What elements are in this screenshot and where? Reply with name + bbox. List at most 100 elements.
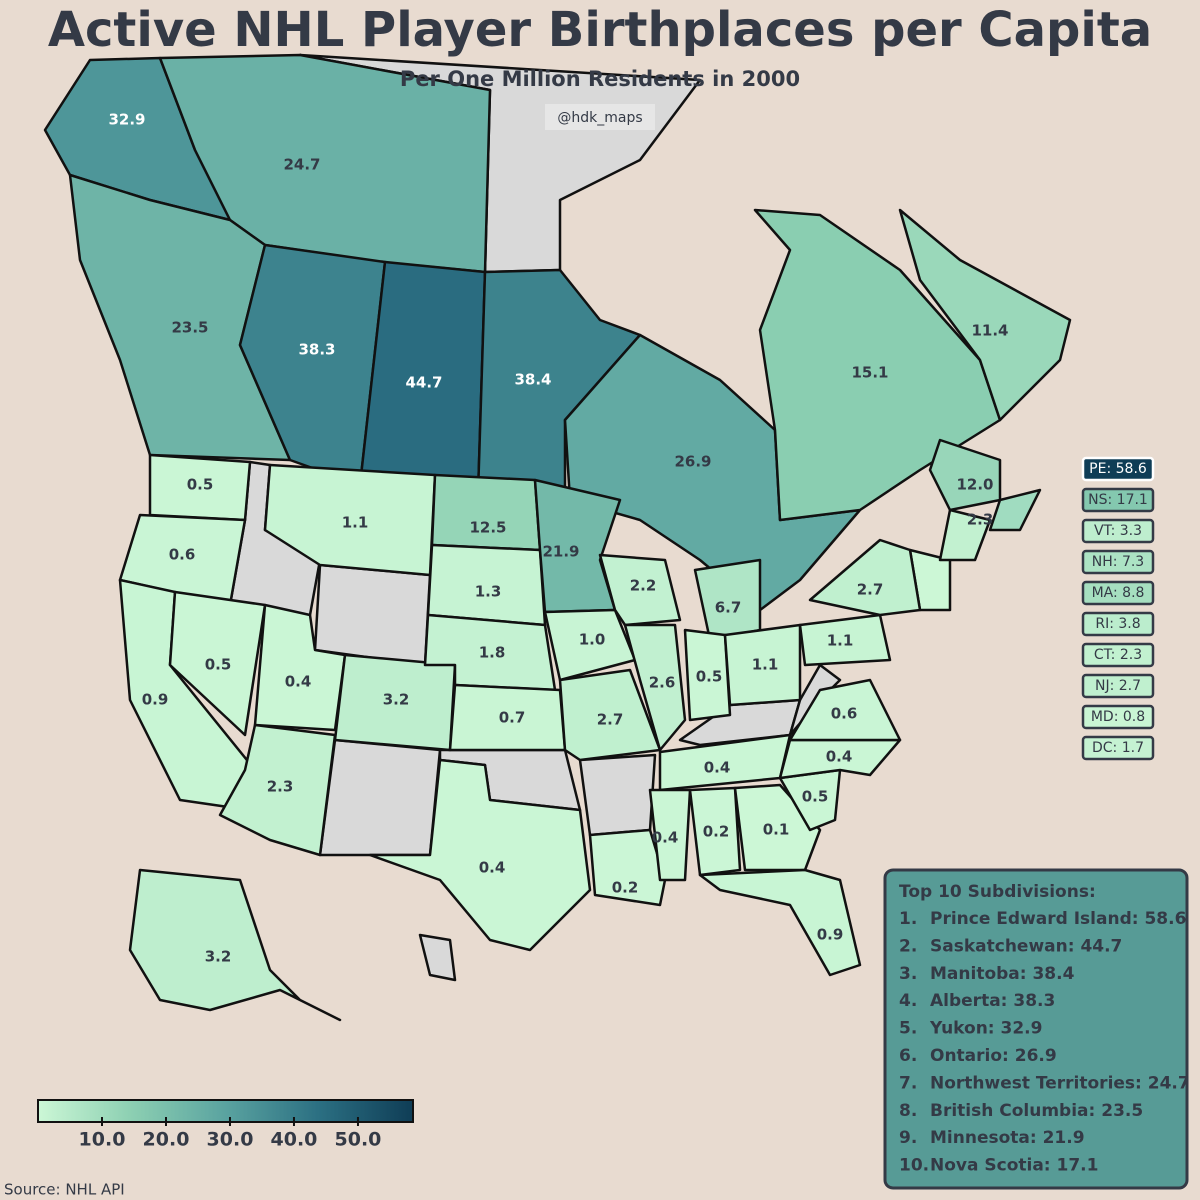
region-label: 11.4 — [971, 322, 1008, 340]
region-label: 0.6 — [169, 546, 196, 564]
top10-rank: 7. — [899, 1073, 917, 1093]
nova-scotia-shape — [988, 488, 1042, 532]
region-label: 2.2 — [630, 577, 657, 595]
region-label: 6.7 — [715, 599, 742, 617]
region-label: 23.5 — [171, 319, 208, 337]
no-data-region — [578, 753, 657, 837]
region — [168, 590, 267, 737]
region-label: 21.9 — [542, 543, 579, 561]
region — [808, 538, 922, 617]
top10-rank: 3. — [899, 964, 917, 984]
region-label: 0.9 — [142, 691, 169, 709]
region-label: 38.3 — [298, 341, 335, 359]
region-label: 0.4 — [704, 759, 731, 777]
top10-rank: 2. — [899, 936, 917, 956]
top10-item: Alberta: 38.3 — [930, 991, 1055, 1011]
region-label: 1.1 — [342, 514, 369, 532]
region-label: 2.3 — [967, 511, 994, 529]
region — [218, 723, 337, 857]
region-label: 2.7 — [597, 711, 624, 729]
inset-label: CT: 2.3 — [1094, 647, 1142, 663]
top10-item: Prince Edward Island: 58.6 — [930, 909, 1186, 929]
region-label: 0.5 — [187, 476, 214, 494]
no-data-region — [313, 563, 432, 667]
region — [648, 788, 692, 882]
colorbar-bar — [37, 1099, 414, 1123]
region-label: 0.7 — [499, 709, 526, 727]
region — [798, 613, 892, 667]
region — [623, 623, 687, 752]
top10-box: Top 10 Subdivisions: 1. Prince Edward Isl… — [883, 868, 1190, 1190]
region — [688, 786, 742, 877]
top10-rank: 9. — [899, 1128, 917, 1148]
no-data-region — [418, 933, 457, 982]
region — [698, 868, 862, 977]
region — [778, 738, 902, 780]
region — [683, 628, 732, 722]
top10-rank: 8. — [899, 1101, 917, 1121]
region-label: 1.1 — [827, 632, 854, 650]
region-label: 24.7 — [283, 156, 320, 174]
region-label: 0.1 — [763, 821, 790, 839]
credit-bg — [545, 104, 655, 130]
colorbar-tick-label: 30.0 — [207, 1129, 254, 1151]
region-label: 3.2 — [205, 948, 232, 966]
region-label: 0.4 — [285, 673, 312, 691]
inset-box — [1081, 549, 1155, 575]
colorbar-tick-label: 20.0 — [143, 1129, 190, 1151]
colorbar-tick-label: 40.0 — [271, 1129, 318, 1151]
inset-label: NJ: 2.7 — [1095, 678, 1141, 694]
region-label: 0.6 — [831, 705, 858, 723]
region — [263, 463, 437, 577]
top10-rank: 4. — [899, 991, 917, 1011]
region — [723, 623, 802, 707]
top10-rank: 10. — [899, 1156, 929, 1176]
region-label: 1.8 — [479, 644, 506, 662]
region — [928, 438, 1002, 512]
top10-item: Nova Scotia: 17.1 — [930, 1156, 1098, 1176]
region-label: 0.9 — [817, 926, 844, 944]
region-label: 12.0 — [956, 476, 993, 494]
region — [588, 828, 667, 907]
region — [558, 668, 662, 762]
top10-item: Minnesota: 21.9 — [930, 1128, 1085, 1148]
region-label: 1.1 — [752, 656, 779, 674]
title: Active NHL Player Birthplaces per Capita — [48, 2, 1152, 58]
region — [563, 333, 862, 612]
region-label: 1.0 — [579, 631, 606, 649]
region-label: 32.9 — [108, 111, 145, 129]
inset-label: RI: 3.8 — [1095, 616, 1140, 632]
inset-label: MD: 0.8 — [1091, 709, 1145, 725]
top10-title: Top 10 Subdivisions: — [899, 882, 1096, 902]
colorbar-tick-label: 10.0 — [79, 1129, 126, 1151]
inset-box — [1081, 642, 1155, 668]
top10-bg — [883, 868, 1189, 1190]
region-label: 0.2 — [703, 823, 730, 841]
inset-box — [1081, 673, 1155, 699]
region-label: 2.3 — [267, 778, 294, 796]
regions: 32.9 24.7 23.5 38.3 44.7 38.4 26.9 15.1 11.4 12.0… — [43, 53, 1072, 1022]
top10-item: Manitoba: 38.4 — [930, 964, 1075, 984]
colorbar-tick-label: 50.0 — [335, 1129, 382, 1151]
inset-label: DC: 1.7 — [1092, 740, 1144, 756]
region-label: 2.6 — [649, 674, 676, 692]
no-data-regions — [228, 53, 1042, 982]
region — [898, 208, 1072, 422]
credit: @hdk_maps — [557, 110, 642, 126]
region-label: 0.4 — [479, 859, 506, 877]
region-label: 0.5 — [696, 668, 723, 686]
no-data-region — [318, 738, 442, 857]
inset-box — [1081, 735, 1155, 761]
region-label: 44.7 — [405, 374, 442, 392]
top10-rank: 6. — [899, 1046, 917, 1066]
region — [788, 678, 902, 742]
top10-item: British Columbia: 23.5 — [930, 1101, 1143, 1121]
inset-label: NS: 17.1 — [1088, 492, 1148, 508]
top10-item: Ontario: 26.9 — [930, 1046, 1057, 1066]
subtitle: Per One Million Residents in 2000 — [400, 67, 800, 91]
region-label: 0.4 — [826, 748, 853, 766]
region-label: 1.3 — [475, 583, 502, 601]
region — [598, 553, 682, 627]
region — [128, 868, 342, 1022]
